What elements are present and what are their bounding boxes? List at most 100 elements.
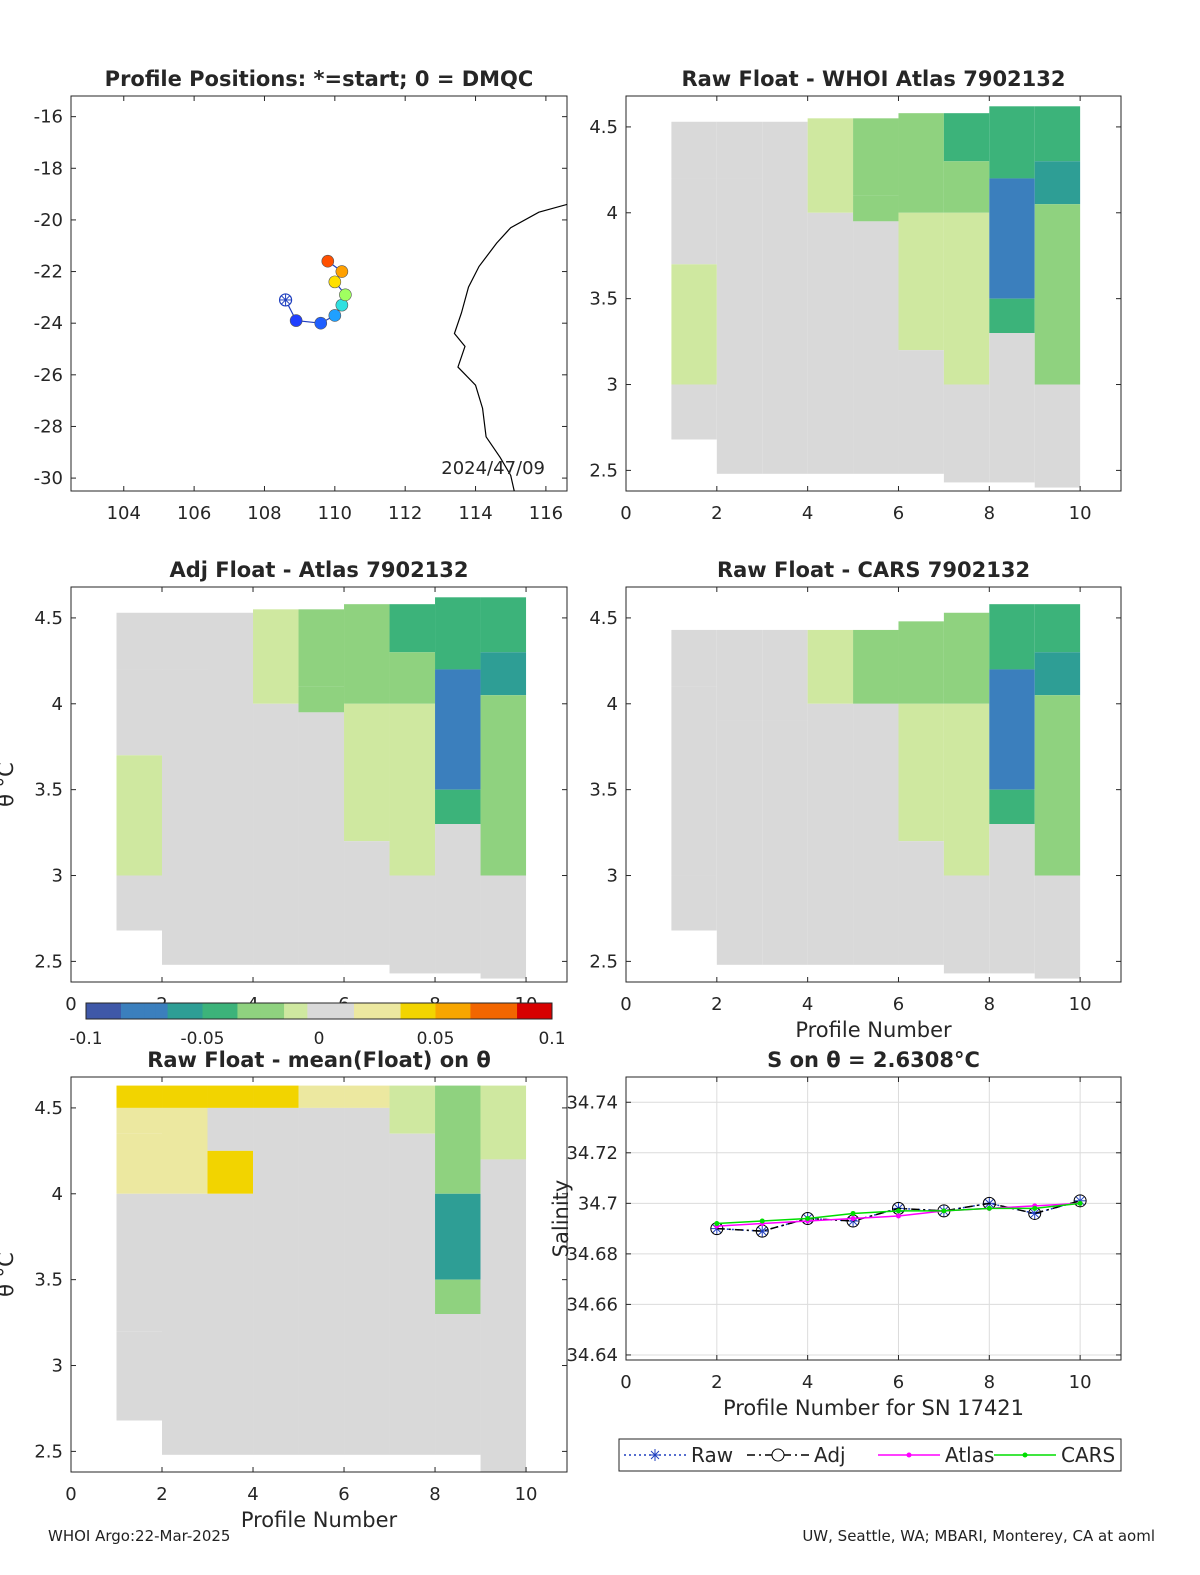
y-tick-label: 3	[52, 866, 63, 887]
heatmap-cell	[435, 597, 481, 670]
x-tick-label: 0	[620, 994, 631, 1015]
colorbar-swatch	[202, 1003, 215, 1019]
colorbar-swatch	[377, 1003, 390, 1019]
heatmap-cell	[253, 609, 299, 704]
colorbar-swatch	[365, 1003, 378, 1019]
heatmap-cell	[762, 720, 808, 965]
colorbar-swatch	[272, 1003, 285, 1019]
legend-label-cars: CARS	[1061, 1443, 1115, 1467]
colorbar-swatch	[167, 1003, 180, 1019]
legend-marker	[1022, 1452, 1028, 1458]
heatmap-cell	[1034, 695, 1081, 876]
y-tick-label: 4.5	[589, 117, 618, 138]
y-tick-label: 4	[52, 694, 63, 715]
data-point-cars	[759, 1218, 765, 1224]
data-point-cars	[805, 1216, 811, 1221]
colorbar-swatch	[470, 1003, 483, 1019]
heatmap-cell	[389, 875, 436, 974]
y-tick-label: 3	[607, 375, 618, 396]
heatmap-cell	[671, 875, 717, 931]
heatmap-cell	[435, 789, 481, 824]
heatmap-cell	[480, 1159, 527, 1472]
heatmap-cell	[253, 1107, 299, 1455]
colorbar-swatch	[342, 1003, 355, 1019]
heatmap-cell	[435, 1193, 481, 1280]
colorbar-swatch	[388, 1003, 402, 1019]
x-axis-label: Profile Number	[795, 1018, 952, 1042]
data-point-adj	[1073, 1194, 1087, 1208]
colorbar-swatch	[482, 1003, 495, 1019]
data-point-raw	[757, 1226, 767, 1236]
heatmap-cell	[298, 712, 345, 965]
heatmap-cell	[344, 604, 390, 704]
axes-frame	[70, 1076, 568, 1473]
y-tick-label: 4.5	[589, 608, 618, 629]
y-tick-label: 4.5	[34, 1098, 63, 1119]
heatmap-cell	[716, 629, 763, 721]
colorbar-swatch	[179, 1003, 192, 1019]
heatmap-cell	[162, 1085, 208, 1108]
y-axis-label: Salinity	[549, 1180, 573, 1258]
colorbar-swatch	[505, 1003, 518, 1019]
heatmap-cell	[116, 1085, 163, 1108]
colorbar-tick-label: 0	[314, 1029, 325, 1049]
map-date-annotation: 2024/47/09	[441, 458, 545, 479]
x-axis-label: Profile Number	[241, 1508, 398, 1532]
x-tick-label: 4	[247, 1484, 258, 1505]
x-tick-label: 4	[802, 994, 813, 1015]
profile-position-point	[314, 316, 328, 330]
y-tick-label: 3.5	[589, 780, 618, 801]
colorbar-swatch	[225, 1003, 238, 1019]
heatmap-cell	[671, 121, 717, 179]
y-tick-label: 3.5	[34, 1270, 63, 1291]
data-point-raw	[1030, 1209, 1040, 1218]
x-tick-label: 114	[458, 503, 492, 524]
heatmap-cell	[207, 1085, 254, 1108]
y-axis-label: θ °C	[0, 1252, 18, 1297]
heatmap-cell	[162, 824, 208, 965]
heatmap-cell	[298, 1085, 345, 1108]
colorbar-swatch	[86, 1003, 99, 1019]
x-tick-label: 6	[338, 1484, 349, 1505]
heatmap-cell	[389, 1133, 436, 1455]
chart-title: Raw Float - WHOI Atlas 7902132	[681, 67, 1065, 91]
heatmap-cell	[853, 118, 899, 196]
rawmean-panel: 0 2 4 6 8 10 2.5 3 3.5 4 4.5 Raw Float - mean(Float…	[0, 1048, 568, 1532]
colorbar-swatch	[423, 1003, 436, 1019]
colorbar-swatch	[400, 1003, 413, 1019]
heatmap-cell	[898, 113, 944, 213]
colorbar-swatch	[458, 1003, 471, 1019]
data-point-cars	[1077, 1200, 1083, 1206]
heatmap-cell	[116, 875, 163, 931]
x-tick-label: 2	[711, 503, 722, 524]
y-tick-label: 34.7	[578, 1193, 618, 1214]
heatmap-cell	[671, 178, 717, 265]
heatmap-cell	[716, 333, 763, 474]
salinity-panel: 0 2 4 6 8 10 34.64 34.66 34.68 34.7 34.72 34.74 S on…	[549, 1048, 1122, 1420]
heatmap-cell	[344, 841, 390, 965]
coastline	[453, 203, 567, 491]
heatmap-cell	[435, 1314, 481, 1455]
x-tick-label: 8	[984, 503, 995, 524]
axes-frame	[625, 1076, 1122, 1361]
x-axis-label: Profile Number for SN 17421	[723, 1396, 1024, 1420]
x-tick-label: 10	[1069, 994, 1092, 1015]
colorbar-swatch	[144, 1003, 157, 1019]
heatmap-cell	[807, 629, 854, 704]
heatmap-cell	[116, 1331, 163, 1421]
y-tick-label: 3	[607, 866, 618, 887]
data-point-cars	[941, 1208, 947, 1214]
y-tick-label: 4	[607, 203, 618, 224]
legend-label-atlas: Atlas	[945, 1443, 994, 1467]
data-point-atlas	[895, 1213, 901, 1219]
series-line-adj	[716, 1200, 1081, 1232]
footer-left: WHOI Argo:22-Mar-2025	[48, 1527, 231, 1545]
heatmap-cell	[207, 1193, 254, 1455]
colorbar-swatch	[435, 1003, 448, 1019]
y-tick-label: 3.5	[589, 289, 618, 310]
legend-marker	[771, 1448, 785, 1462]
profile-position-point	[335, 265, 349, 278]
x-tick-label: 108	[247, 503, 281, 524]
heatmap-cell	[116, 612, 163, 670]
